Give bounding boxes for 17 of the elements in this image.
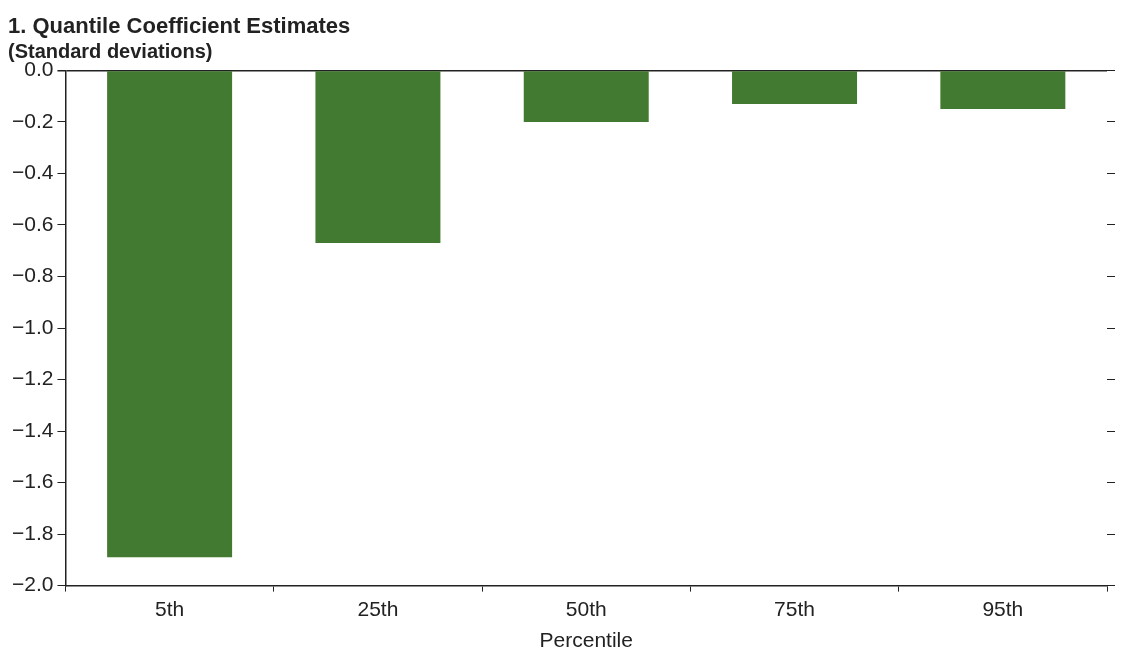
y-tick-label: −0.4 xyxy=(11,160,54,184)
y-tick-label: −1.0 xyxy=(11,314,54,338)
x-tick-label: 75th xyxy=(774,597,815,620)
x-axis-title: Percentile xyxy=(539,628,633,652)
y-tick-label: −1.2 xyxy=(11,366,54,390)
y-tick-label: −0.8 xyxy=(11,263,54,287)
y-tick-label: −0.6 xyxy=(11,211,54,235)
x-tick-label: 25th xyxy=(357,597,399,620)
y-tick-label: −1.4 xyxy=(11,417,54,441)
y-tick-label: −1.6 xyxy=(11,469,54,493)
x-tick-label: 5th xyxy=(155,597,185,620)
chart-title: 1. Quantile Coefficient Estimates xyxy=(8,13,351,39)
y-tick-label: −1.8 xyxy=(11,520,54,544)
y-tick-label: −0.2 xyxy=(11,108,54,132)
x-tick-label: 50th xyxy=(565,597,607,620)
x-tick-label: 95th xyxy=(982,597,1024,620)
y-tick-label: −2.0 xyxy=(11,572,54,596)
